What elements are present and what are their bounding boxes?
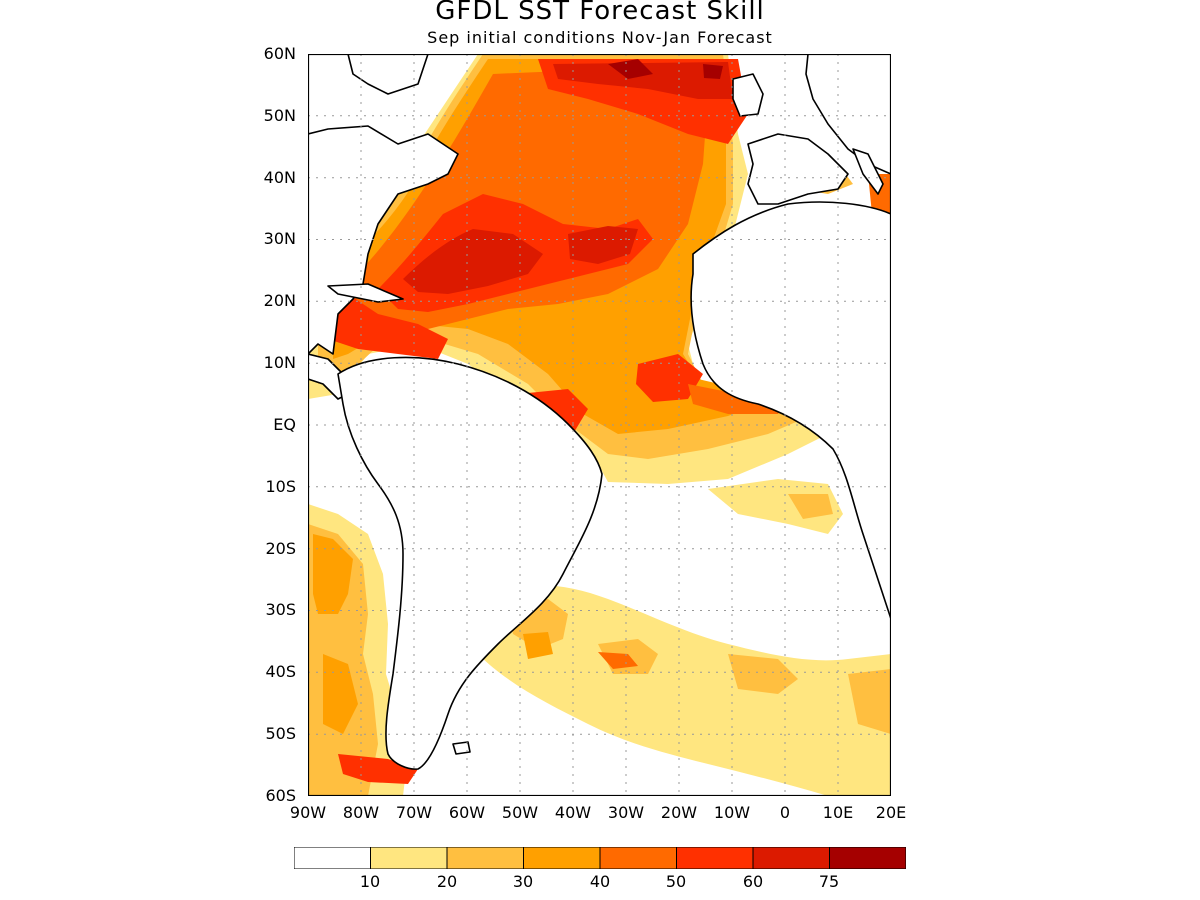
lat-label-30s: 30S	[265, 600, 296, 619]
skill-map	[308, 54, 891, 796]
lat-label-20n: 20N	[263, 291, 296, 310]
color-legend	[293, 846, 907, 870]
lat-label-40n: 40N	[263, 168, 296, 187]
legend-swatch-3	[523, 846, 601, 870]
lat-label-60n: 60N	[263, 44, 296, 63]
lat-label-10s: 10S	[265, 477, 296, 496]
lon-label-80w: 80W	[342, 803, 380, 822]
lon-label-20e: 20E	[875, 803, 907, 822]
legend-swatch-5	[676, 846, 754, 870]
legend-swatch-7	[829, 846, 907, 870]
lat-label-60s: 60S	[265, 786, 296, 805]
legend-label-20: 20	[436, 872, 458, 891]
lat-label-50n: 50N	[263, 106, 296, 125]
lon-label-10w: 10W	[713, 803, 751, 822]
legend-label-60: 60	[742, 872, 764, 891]
map-frame	[308, 54, 891, 796]
legend-label-50: 50	[665, 872, 687, 891]
lon-label-10e: 10E	[822, 803, 854, 822]
lon-label-40w: 40W	[554, 803, 592, 822]
legend-swatch-2	[446, 846, 524, 870]
lon-label-60w: 60W	[448, 803, 486, 822]
legend-label-75: 75	[818, 872, 840, 891]
lat-label-50s: 50S	[265, 724, 296, 743]
lat-label-20s: 20S	[265, 539, 296, 558]
lon-label-30w: 30W	[607, 803, 645, 822]
legend-swatch-6	[752, 846, 830, 870]
lon-label-90w: 90W	[289, 803, 327, 822]
legend-swatch-4	[599, 846, 677, 870]
land-masses	[308, 54, 891, 770]
lon-label-0: 0	[779, 803, 791, 822]
legend-label-30: 30	[512, 872, 534, 891]
legend-swatch-1	[370, 846, 448, 870]
page-subtitle: Sep initial conditions Nov-Jan Forecast	[427, 28, 773, 47]
lat-label-40s: 40S	[265, 662, 296, 681]
lon-label-50w: 50W	[501, 803, 539, 822]
page-title: GFDL SST Forecast Skill	[435, 0, 765, 26]
lon-label-20w: 20W	[660, 803, 698, 822]
legend-label-10: 10	[359, 872, 381, 891]
legend-swatch-0	[293, 846, 371, 870]
legend-label-40: 40	[589, 872, 611, 891]
lat-label-10n: 10N	[263, 353, 296, 372]
lat-label-30n: 30N	[263, 229, 296, 248]
lon-label-70w: 70W	[395, 803, 433, 822]
lat-label-eq: EQ	[273, 415, 296, 434]
graticule	[308, 54, 891, 796]
